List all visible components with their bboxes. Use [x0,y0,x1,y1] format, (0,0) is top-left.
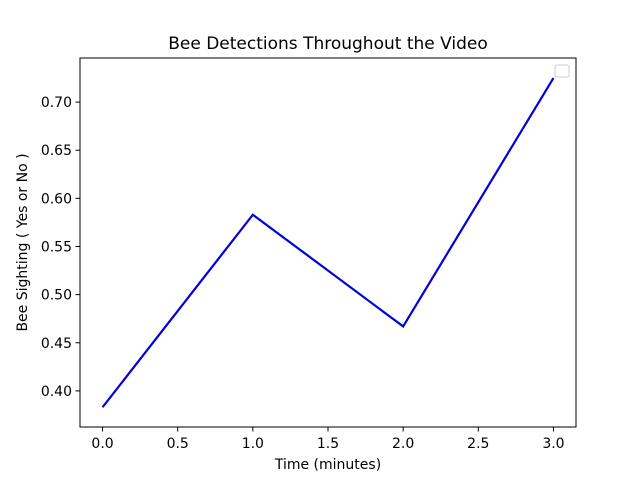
y-tick-label: 0.50 [41,288,72,304]
x-axis-label: Time (minutes) [274,457,381,473]
y-tick-label: 0.40 [41,384,72,400]
y-tick-label: 0.60 [41,191,72,207]
y-tick-label: 0.65 [41,143,72,159]
x-tick-label: 2.0 [392,436,414,452]
chart-title: Bee Detections Throughout the Video [168,34,488,54]
plot-area-frame [79,57,577,428]
y-tick-label: 0.55 [41,239,72,255]
y-tick-label: 0.70 [41,95,72,111]
series-layer [101,77,555,408]
y-axis-ticks: 0.40 0.45 0.50 0.55 0.60 0.65 0.70 [41,95,80,400]
y-tick-label: 0.45 [41,336,72,352]
legend-box [554,64,570,78]
x-axis-ticks: 0.0 0.5 1.0 1.5 2.0 2.5 3.0 [91,427,565,452]
x-tick-label: 2.5 [467,436,489,452]
x-tick-label: 0.0 [91,436,113,452]
series-line-0 [101,77,555,408]
y-axis-label: Bee Sighting ( Yes or No ) [15,153,31,331]
x-tick-label: 1.5 [317,436,339,452]
x-tick-label: 1.0 [242,436,264,452]
x-tick-label: 0.5 [167,436,189,452]
x-tick-label: 3.0 [542,436,564,452]
